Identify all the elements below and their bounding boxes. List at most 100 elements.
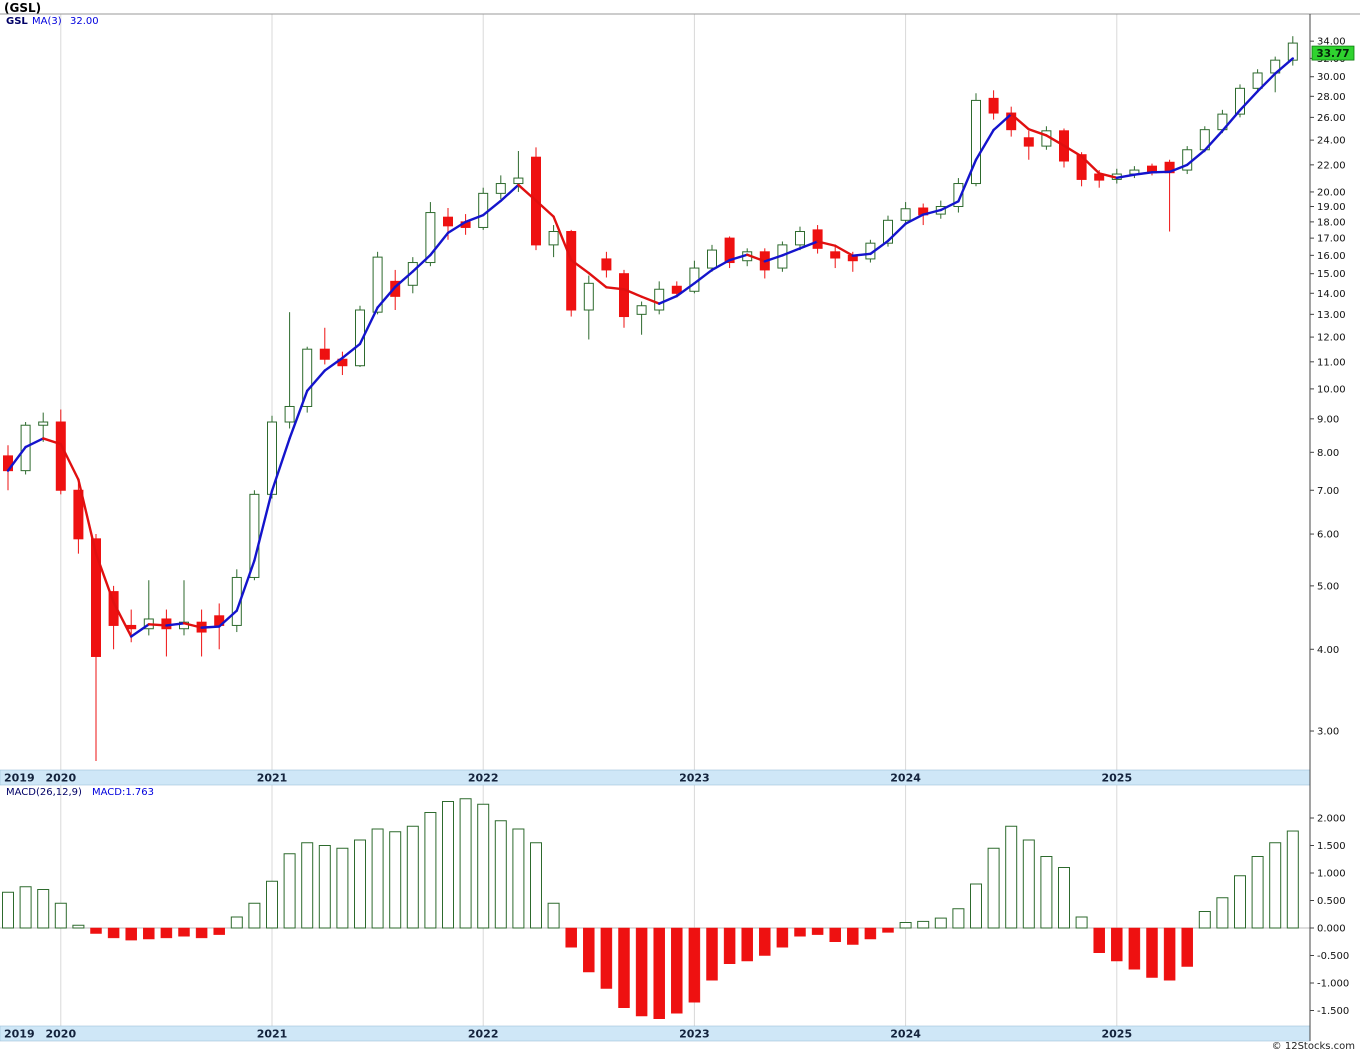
macd-bar-negative [125, 927, 137, 941]
candle-up [548, 231, 559, 246]
ma-line-segment [957, 158, 978, 203]
macd-bar-positive [1286, 830, 1299, 929]
macd-tick-label: 1.500 [1317, 841, 1346, 852]
macd-tick-label: 2.000 [1317, 814, 1346, 825]
candle-down [443, 216, 453, 227]
ma-line-segment [94, 552, 115, 604]
macd-bar-positive [512, 828, 525, 929]
watermark-credit: © 12Stocks.com [1271, 1041, 1355, 1052]
candle-up [1235, 87, 1245, 115]
macd-bar-negative [565, 927, 577, 948]
price-tick-label: 13.00 [1317, 310, 1346, 321]
ma-line-segment [446, 220, 467, 235]
price-tick-label: 6.00 [1317, 530, 1339, 541]
year-label: 2019 [4, 1028, 35, 1041]
macd-bar-negative [1146, 927, 1158, 978]
ma-line-segment [411, 253, 432, 273]
macd-bar-negative [107, 927, 120, 939]
ma-line-segment [253, 489, 274, 562]
ma-line-segment [358, 306, 379, 346]
macd-bar-positive [283, 853, 296, 929]
current-price-badge [1311, 45, 1355, 61]
legend-ma-value: 32.00 [70, 16, 99, 27]
candle-down [108, 591, 119, 626]
macd-bar-negative [178, 927, 190, 937]
candle-down [1023, 137, 1034, 147]
ma-line-segment [728, 253, 749, 262]
candle-up [495, 183, 506, 194]
macd-bar-negative [794, 927, 806, 937]
ma-line-segment [1027, 128, 1048, 137]
macd-tick-label: 0.500 [1317, 896, 1346, 907]
candle-up [302, 348, 313, 407]
ma-line-segment [1203, 129, 1224, 152]
candle-up [372, 256, 383, 313]
macd-current-value: MACD:1.763 [92, 787, 154, 798]
macd-bar-positive [266, 880, 278, 929]
macd-bar-negative [1181, 927, 1193, 967]
ma-line-segment [904, 213, 925, 225]
macd-bar-positive [301, 842, 314, 929]
price-tick-label: 11.00 [1317, 357, 1346, 368]
candle-down [3, 455, 13, 472]
ma-line-segment [1062, 144, 1083, 158]
candle-up [231, 576, 242, 626]
candle-down [1076, 154, 1087, 180]
price-tick-label: 30.00 [1317, 72, 1346, 83]
macd-bar-negative [741, 927, 753, 962]
macd-bar-positive [1216, 897, 1229, 929]
year-label: 2023 [679, 772, 710, 785]
macd-bar-negative [847, 927, 859, 945]
macd-bar-negative [671, 927, 683, 1014]
ma-line-segment [112, 601, 133, 638]
macd-bar-positive [424, 812, 437, 929]
macd-bar-positive [19, 886, 32, 929]
macd-bar-positive [389, 831, 402, 929]
year-label: 2021 [257, 1028, 288, 1041]
candle-up [707, 249, 717, 269]
ma-line-segment [534, 199, 555, 218]
price-tick-label: 24.00 [1317, 136, 1346, 147]
ma-line-segment [323, 356, 344, 372]
price-tick-label: 3.00 [1317, 727, 1339, 738]
macd-bar-positive [952, 908, 965, 929]
price-tick-label: 16.00 [1317, 251, 1346, 262]
legend-ma-label: MA(3) [32, 16, 62, 27]
macd-bar-negative [706, 927, 718, 981]
macd-bar-negative [635, 927, 648, 1017]
candle-down [319, 348, 330, 360]
ma-line-segment [306, 369, 326, 393]
page-title: (GSL) [4, 1, 42, 15]
ma-line-segment [1256, 72, 1277, 93]
macd-bar-positive [1269, 842, 1282, 929]
macd-bar-positive [494, 820, 507, 929]
ma-line-segment [746, 253, 766, 263]
ma-line-segment [869, 239, 890, 256]
ma-line-segment [552, 215, 573, 262]
candle-up [513, 177, 524, 185]
ma-line-segment [24, 437, 45, 449]
macd-bar-positive [899, 922, 912, 929]
macd-bar-positive [1075, 916, 1088, 929]
ma-line-segment [165, 622, 186, 627]
year-label: 2022 [468, 772, 499, 785]
macd-bar-positive [54, 902, 67, 929]
ma-line-segment [129, 623, 151, 638]
macd-bar-positive [917, 920, 930, 929]
macd-bar-positive [248, 902, 261, 929]
price-tick-label: 22.00 [1317, 160, 1346, 171]
macd-bar-positive [37, 889, 50, 929]
price-tick-label: 14.00 [1317, 289, 1346, 300]
macd-bar-positive [987, 847, 1000, 929]
macd-bar-positive [477, 803, 490, 929]
candle-down [390, 280, 401, 297]
ma-line-segment [341, 342, 362, 360]
price-tick-label: 26.00 [1317, 113, 1346, 124]
ma-line-segment [851, 252, 872, 257]
ma-line-segment [587, 271, 608, 289]
candle-down [619, 273, 629, 318]
ma-line-segment [288, 389, 309, 440]
ma-line-segment [77, 478, 98, 555]
